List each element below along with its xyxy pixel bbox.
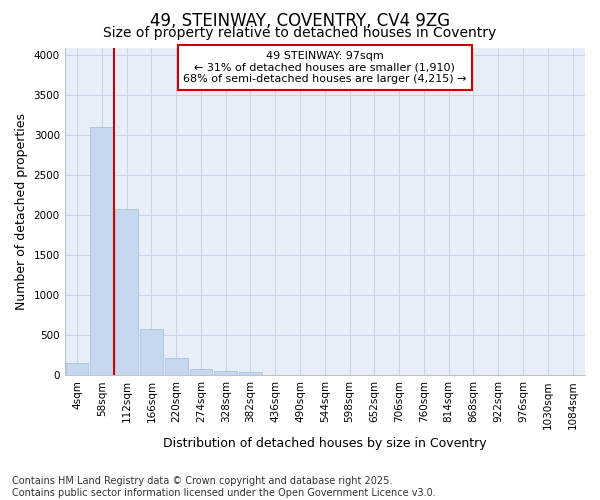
Text: Contains HM Land Registry data © Crown copyright and database right 2025.
Contai: Contains HM Land Registry data © Crown c… [12, 476, 436, 498]
Bar [140, 329, 163, 375]
X-axis label: Distribution of detached houses by size in Coventry: Distribution of detached houses by size … [163, 437, 487, 450]
Bar [115, 209, 138, 375]
Text: 49, STEINWAY, COVENTRY, CV4 9ZG: 49, STEINWAY, COVENTRY, CV4 9ZG [150, 12, 450, 30]
Text: Size of property relative to detached houses in Coventry: Size of property relative to detached ho… [103, 26, 497, 40]
Y-axis label: Number of detached properties: Number of detached properties [15, 113, 28, 310]
Text: 49 STEINWAY: 97sqm
← 31% of detached houses are smaller (1,910)
68% of semi-deta: 49 STEINWAY: 97sqm ← 31% of detached hou… [183, 51, 467, 84]
Bar [190, 369, 212, 375]
Bar [239, 372, 262, 375]
Bar [91, 128, 113, 375]
Bar [214, 371, 237, 375]
Bar [65, 363, 88, 375]
Bar [165, 358, 188, 375]
